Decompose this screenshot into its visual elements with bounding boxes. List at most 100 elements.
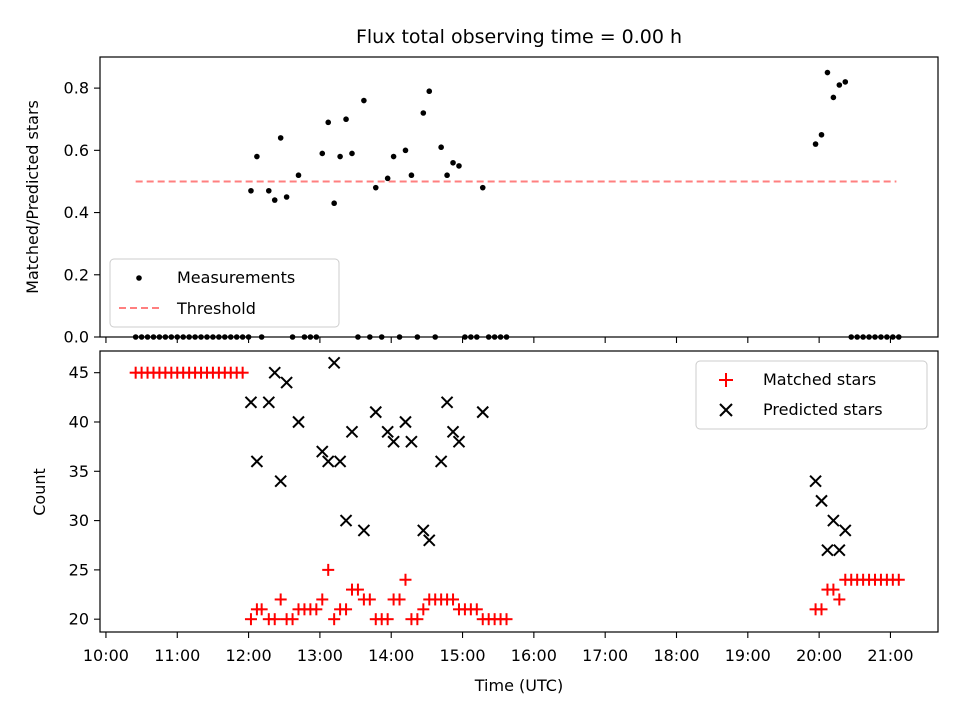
x-tick-label: 21:00	[867, 646, 913, 665]
x-tick-label: 18:00	[653, 646, 699, 665]
legend-threshold-label: Threshold	[176, 299, 256, 318]
matched-star-point	[286, 613, 299, 626]
predicted-star-point	[345, 425, 359, 439]
predicted-star-point	[387, 435, 400, 448]
measurement-point	[479, 184, 486, 191]
y-tick-label: 0.8	[64, 79, 89, 98]
x-tick-label: 12:00	[226, 646, 272, 665]
measurement-point	[830, 94, 837, 101]
top-x-ticks	[105, 337, 892, 343]
y-tick-label: 20	[69, 610, 89, 629]
measurement-point	[248, 187, 254, 194]
legend-matched-label: Matched stars	[763, 370, 876, 389]
measurement-point	[343, 116, 349, 123]
matched-star-point	[399, 573, 412, 586]
matched-star-point	[417, 603, 430, 616]
matched-star-point	[255, 603, 268, 616]
top-axes-frame	[99, 56, 939, 338]
matched-star-point	[815, 603, 828, 616]
matched-star-point	[316, 593, 329, 606]
measurement-point	[265, 187, 272, 194]
matched-star-point	[310, 603, 323, 616]
top-legend: Measurements Threshold	[109, 258, 340, 328]
measurement-point	[818, 131, 825, 138]
x-tick-label: 15:00	[439, 646, 485, 665]
predicted-star-point	[244, 396, 258, 409]
predicted-star-point	[476, 405, 489, 419]
top-legend-box	[109, 258, 340, 328]
predicted-star-point	[809, 474, 822, 488]
matched-star-point	[411, 613, 424, 626]
measurement-point	[372, 184, 379, 191]
predicted-star-point	[399, 415, 412, 429]
predicted-star-point	[405, 435, 418, 448]
predicted-star-point	[322, 455, 335, 468]
legend-predicted-label: Predicted stars	[763, 400, 883, 419]
measurement-point	[456, 163, 462, 169]
matched-star-point	[322, 563, 335, 576]
measurement-point	[812, 141, 819, 147]
x-tick-label: 17:00	[582, 646, 628, 665]
measurement-point	[337, 153, 343, 160]
predicted-star-point	[333, 455, 347, 468]
measurement-point	[283, 194, 290, 200]
bottom-legend-box	[695, 360, 928, 430]
predicted-star-point	[280, 376, 293, 389]
predicted-star-point	[440, 396, 454, 409]
matched-star-point	[328, 613, 341, 626]
measurement-point	[842, 79, 849, 85]
legend-matched-marker	[719, 373, 733, 387]
x-tick-label: 13:00	[297, 646, 343, 665]
legend-measurements-label: Measurements	[177, 268, 295, 287]
predicted-star-point	[262, 396, 275, 409]
predicted-star-point	[423, 534, 436, 547]
bottom-y-ticks: 20 25 30 35 40 45	[69, 363, 100, 629]
bottom-y-axis-label: Count	[30, 468, 49, 516]
bottom-marks	[129, 356, 905, 626]
y-tick-label: 45	[69, 363, 89, 382]
measurement-point	[295, 172, 302, 179]
bottom-legend: Matched stars Predicted stars	[695, 360, 928, 430]
top-panel: 0.00.20.40.60.8 Matched/Predicted stars …	[23, 56, 939, 347]
predicted-star-point	[452, 435, 466, 448]
bottom-axes-frame	[99, 350, 939, 633]
x-axis-label: Time (UTC)	[474, 676, 563, 695]
predicted-star-point	[833, 543, 846, 557]
predicted-star-point	[250, 455, 264, 468]
predicted-star-point	[434, 455, 448, 468]
bottom-x-ticks: 10:00 11:00 12:00 13:00 14:00 15:00 16:00 17:00…	[83, 632, 914, 665]
matched-star-point	[447, 593, 460, 606]
matched-star-point	[393, 593, 406, 606]
measurement-point	[450, 159, 456, 166]
matched-star-point	[827, 583, 840, 596]
measurement-point	[836, 82, 843, 88]
predicted-star-point	[417, 524, 430, 537]
x-tick-label: 10:00	[83, 646, 129, 665]
bottom-panel: 20 25 30 35 40 45 10:00 11:00 12:00 13:00 14:00 15…	[30, 350, 939, 695]
predicted-star-point	[339, 514, 353, 527]
measurement-point	[361, 97, 367, 104]
predicted-star-point	[381, 425, 394, 439]
legend-measurements-marker	[136, 275, 142, 281]
matched-star-point	[470, 603, 483, 616]
y-tick-label: 35	[69, 462, 89, 481]
top-y-axis-label: Matched/Predicted stars	[23, 100, 42, 294]
measurement-point	[444, 172, 450, 179]
x-tick-label: 19:00	[725, 646, 771, 665]
matched-star-point	[236, 366, 249, 379]
chart-title: Flux total observing time = 0.00 h	[356, 26, 682, 48]
measurement-point	[254, 153, 260, 160]
x-tick-label: 11:00	[154, 646, 200, 665]
predicted-star-point	[839, 524, 852, 537]
predicted-star-point	[316, 445, 329, 458]
measurement-point	[325, 119, 332, 126]
measurement-point	[438, 144, 444, 151]
measurement-point	[824, 69, 831, 76]
top-y-ticks: 0.0 0.2 0.4 0.6 0.8	[64, 79, 100, 347]
matched-star-point	[351, 583, 364, 596]
y-tick-label: 30	[69, 511, 89, 530]
x-tick-label: 16:00	[511, 646, 557, 665]
y-tick-label: 0.2	[64, 265, 89, 284]
